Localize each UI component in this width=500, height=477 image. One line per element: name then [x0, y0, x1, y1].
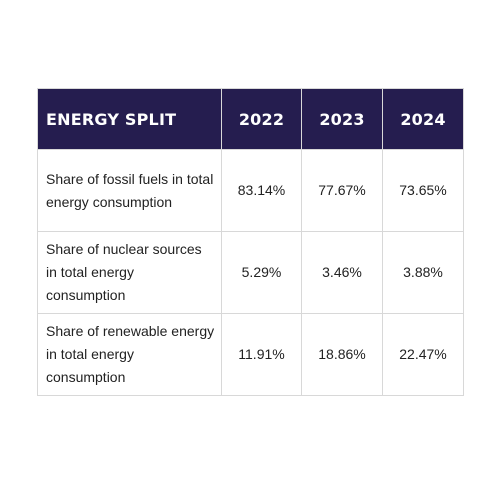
- cell-nuclear-2023: 3.46%: [301, 231, 383, 314]
- cell-nuclear-2024: 3.88%: [382, 231, 464, 314]
- header-energy-split: ENERGY SPLIT: [37, 88, 222, 150]
- cell-fossil-fuels-2022: 83.14%: [221, 149, 302, 232]
- row-label-renewable: Share of renewable energy in total energ…: [37, 313, 222, 396]
- header-year-2023: 2023: [301, 88, 383, 150]
- row-label-nuclear: Share of nuclear sources in total energy…: [37, 231, 222, 314]
- cell-renewable-2023: 18.86%: [301, 313, 383, 396]
- header-year-2022: 2022: [221, 88, 302, 150]
- table-row-renewable: Share of renewable energy in total energ…: [37, 313, 464, 396]
- cell-renewable-2022: 11.91%: [221, 313, 302, 396]
- cell-renewable-2024: 22.47%: [382, 313, 464, 396]
- table-header-row: ENERGY SPLIT 2022 2023 2024: [37, 88, 464, 150]
- cell-fossil-fuels-2023: 77.67%: [301, 149, 383, 232]
- table-row-nuclear: Share of nuclear sources in total energy…: [37, 231, 464, 314]
- cell-fossil-fuels-2024: 73.65%: [382, 149, 464, 232]
- table-row-fossil-fuels: Share of fossil fuels in total energy co…: [37, 149, 464, 232]
- energy-split-table: ENERGY SPLIT 2022 2023 2024 Share of fos…: [37, 88, 464, 396]
- row-label-fossil-fuels: Share of fossil fuels in total energy co…: [37, 149, 222, 232]
- energy-split-table-container: ENERGY SPLIT 2022 2023 2024 Share of fos…: [37, 88, 464, 396]
- header-year-2024: 2024: [382, 88, 464, 150]
- cell-nuclear-2022: 5.29%: [221, 231, 302, 314]
